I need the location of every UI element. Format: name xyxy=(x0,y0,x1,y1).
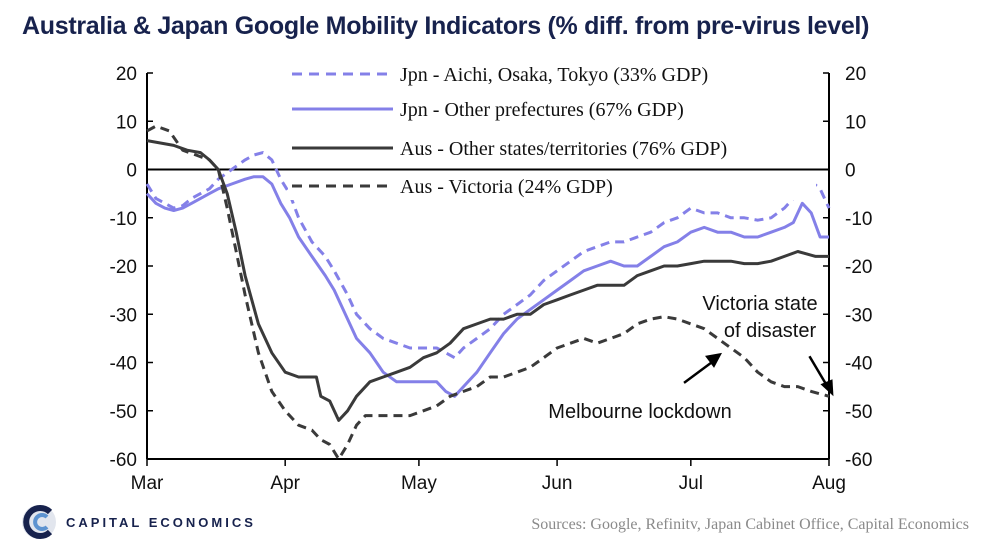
mobility-chart: 20 20 10 10 0 0 -10 -10 -20 -20 -30 -30 -40 -40 -50 -50… xyxy=(109,59,873,494)
y-tick-label-right: -10 xyxy=(845,209,872,230)
y-tick-label-left: 20 xyxy=(116,64,137,85)
legend-aus-victoria-label: Aus - Victoria (24% GDP) xyxy=(400,176,613,198)
y-tick-label-left: -50 xyxy=(110,402,137,423)
annotation-victoria-disaster-line2: of disaster xyxy=(724,320,817,342)
logo-text: CAPITAL ECONOMICS xyxy=(66,514,256,530)
y-tick-label-right: 0 xyxy=(845,161,856,182)
annotation-melbourne-lockdown: Melbourne lockdown xyxy=(548,401,731,423)
y-tick-label-right: -60 xyxy=(845,450,872,471)
x-tick-label: Mar xyxy=(131,473,164,494)
y-tick-label-right: -30 xyxy=(845,305,872,326)
series-aus-other-states xyxy=(146,139,829,422)
chart-title: Australia & Japan Google Mobility Indica… xyxy=(22,12,870,40)
x-tick-label: Jun xyxy=(542,473,573,494)
x-tick-label: Apr xyxy=(270,473,300,494)
x-tick-label: May xyxy=(401,473,437,494)
y-tick-label-right: 20 xyxy=(845,64,866,85)
arrowhead-victoria-disaster xyxy=(820,379,834,397)
x-tick-label: Jul xyxy=(679,473,703,494)
legend-jpn-other-label: Jpn - Other prefectures (67% GDP) xyxy=(400,99,684,121)
series-aus-victoria xyxy=(146,124,830,461)
arrowhead-melbourne-lockdown xyxy=(705,352,723,368)
arrow-melbourne-lockdown xyxy=(683,358,716,384)
series-jpn-major-prefectures xyxy=(145,151,831,360)
y-tick-label-left: -20 xyxy=(110,257,137,278)
legend-jpn-major-label: Jpn - Aichi, Osaka, Tokyo (33% GDP) xyxy=(400,64,708,86)
capital-economics-logo: CAPITAL ECONOMICS xyxy=(20,503,256,541)
legend-background xyxy=(288,59,816,88)
y-tick-label-left: 10 xyxy=(116,112,137,133)
y-tick-label-right: -40 xyxy=(845,354,872,375)
y-tick-label-left: -10 xyxy=(110,209,137,230)
y-tick-label-right: 10 xyxy=(845,112,866,133)
y-tick-label-left: -30 xyxy=(110,305,137,326)
sources-note: Sources: Google, Refinitv, Japan Cabinet… xyxy=(531,516,969,533)
annotation-victoria-disaster-line1: Victoria state xyxy=(702,293,817,315)
series-jpn-other-prefectures xyxy=(145,175,829,398)
y-tick-label-left: -40 xyxy=(110,354,137,375)
y-tick-label-right: -50 xyxy=(845,402,872,423)
y-tick-label-left: 0 xyxy=(126,161,137,182)
capital-economics-logo-icon xyxy=(22,505,56,539)
legend-aus-other-label: Aus - Other states/territories (76% GDP) xyxy=(400,138,727,160)
y-tick-label-left: -60 xyxy=(110,450,137,471)
x-tick-label: Aug xyxy=(812,473,846,494)
y-tick-label-right: -20 xyxy=(845,257,872,278)
legend-background xyxy=(288,171,816,200)
